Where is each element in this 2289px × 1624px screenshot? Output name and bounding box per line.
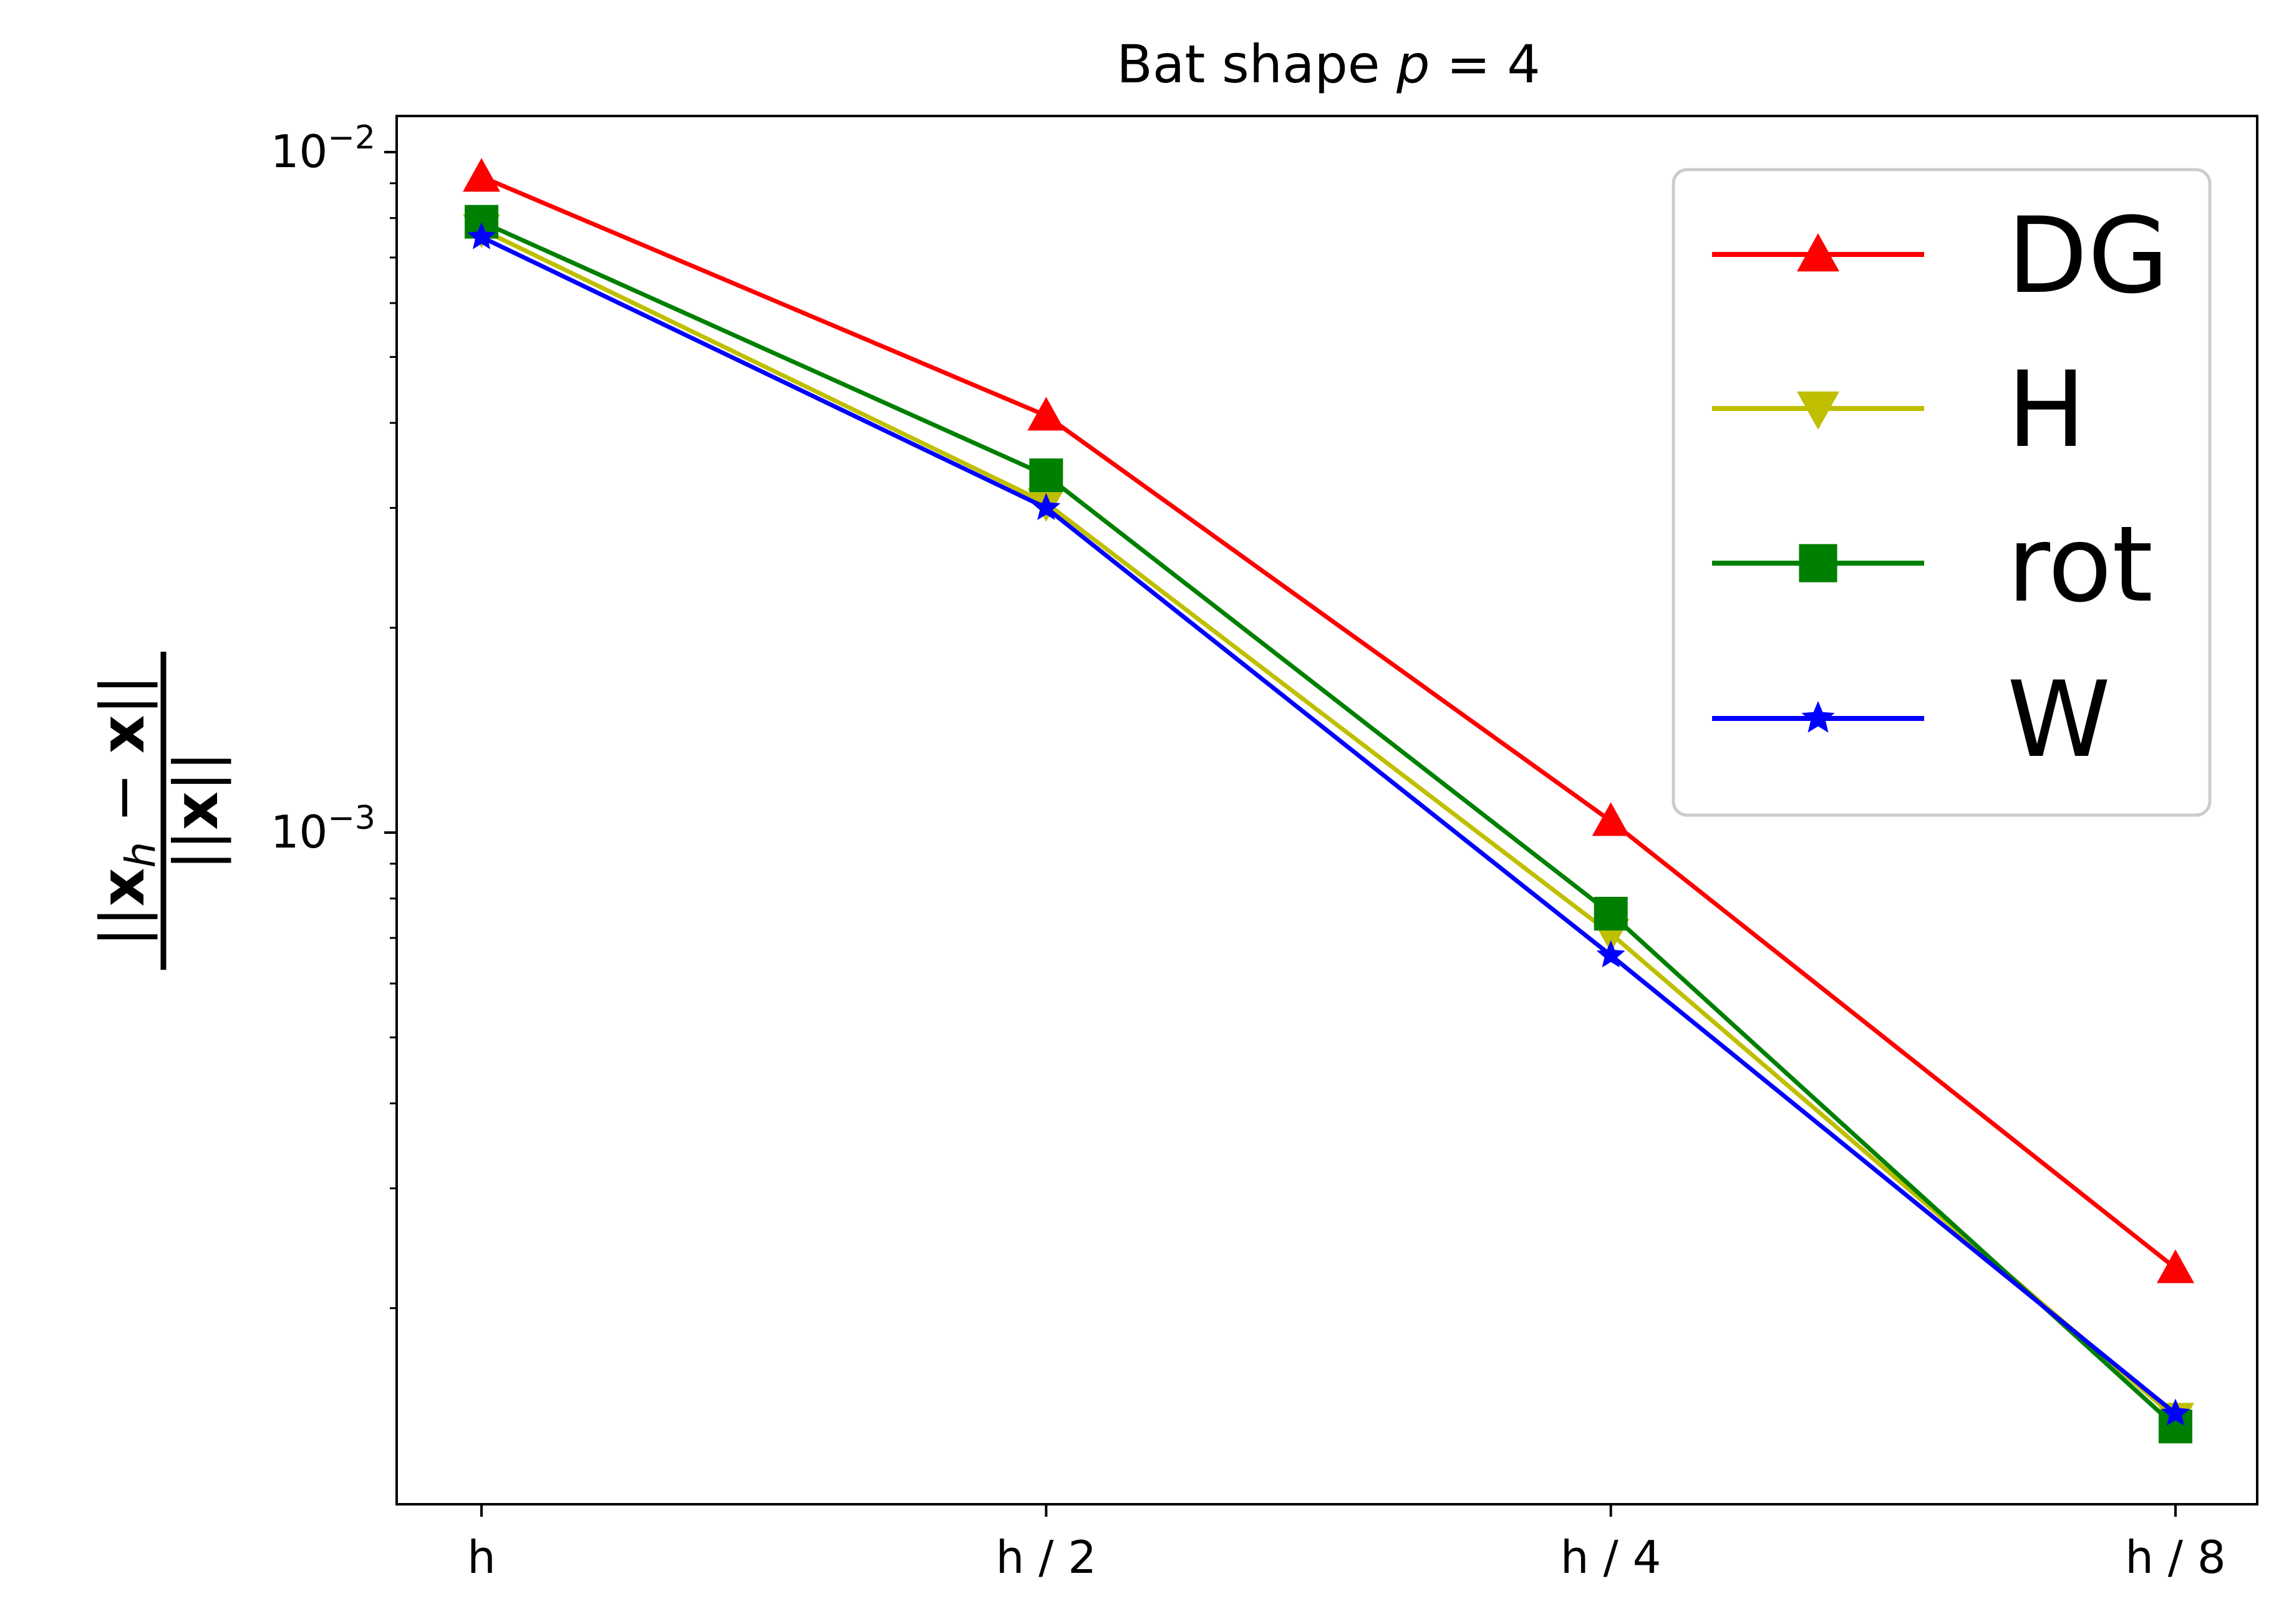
y-tick-label: 10−3 xyxy=(271,800,375,858)
legend-item-w: W xyxy=(1712,659,2111,781)
x-tick-label: h / 4 xyxy=(1561,1531,1661,1583)
legend-item-rot: rot xyxy=(1712,503,2153,626)
legend-label: W xyxy=(2007,659,2111,781)
svg-text:||xh − x||: ||xh − x|| xyxy=(88,675,165,947)
x-tick-label: h xyxy=(467,1531,496,1583)
y-axis-label: ||xh − x|| ||x|| xyxy=(88,652,232,970)
marker-triangle-up xyxy=(463,158,500,192)
marker-triangle-up xyxy=(2157,1249,2194,1283)
svg-text:||x||: ||x|| xyxy=(162,751,232,870)
legend-label: rot xyxy=(2007,503,2153,626)
marker-triangle-down xyxy=(1797,391,1839,430)
marker-triangle-up xyxy=(1592,802,1630,836)
marker-square xyxy=(1029,458,1063,493)
marker-square xyxy=(1799,544,1837,582)
legend-label: DG xyxy=(2007,195,2169,317)
series-w xyxy=(467,222,2190,1426)
x-tick-label: h / 2 xyxy=(996,1531,1096,1583)
plot-frame xyxy=(395,115,2258,1506)
marker-star xyxy=(1596,940,1625,968)
marker-triangle-up xyxy=(1027,397,1065,431)
series-dg xyxy=(463,158,2194,1283)
series-line xyxy=(480,220,2177,1428)
legend-label: H xyxy=(2007,349,2086,471)
legend-frame xyxy=(1672,168,2212,817)
chart-title: Bat shape p = 4 xyxy=(1116,34,1540,95)
axis-ticks: h h / 2 h / 4 h / 8 10−2 10−3 xyxy=(271,119,2226,1583)
series-layer xyxy=(463,158,2194,1444)
marker-star xyxy=(2161,1398,2190,1426)
marker-star xyxy=(1801,701,1835,733)
series-line xyxy=(480,227,2177,1420)
marker-square xyxy=(1594,896,1628,930)
legend-item-dg: DG xyxy=(1712,195,2169,317)
y-tick-label: 10−2 xyxy=(271,119,375,178)
x-tick-label: h / 8 xyxy=(2125,1531,2225,1583)
marker-star xyxy=(1032,493,1061,520)
marker-triangle-up xyxy=(1797,233,1839,272)
series-line xyxy=(480,235,2177,1416)
series-line xyxy=(480,175,2177,1270)
legend-item-h: H xyxy=(1712,349,2086,471)
marker-star xyxy=(467,222,496,249)
